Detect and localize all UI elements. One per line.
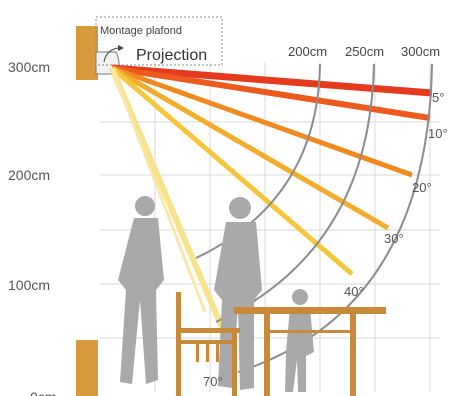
adult-silhouette-left [118, 196, 164, 384]
adult-silhouette-middle [214, 197, 262, 390]
distance-label-300: 300cm [401, 44, 440, 59]
projection-label: Projection [136, 47, 207, 64]
distance-axis: 200cm 250cm 300cm [288, 44, 440, 59]
chair [176, 292, 240, 396]
ray-5deg [111, 64, 433, 97]
angle-label-20: 20° [412, 180, 432, 195]
wall-top [76, 26, 98, 80]
child-silhouette [285, 289, 314, 392]
ray-10deg [111, 65, 431, 121]
mount-label: Montage plafond [100, 25, 182, 37]
angle-label-40: 40° [344, 284, 364, 299]
ray-70deg [109, 66, 237, 358]
ray-70deg-outer [110, 67, 207, 313]
heat-rays [109, 64, 433, 358]
ray-30deg [110, 65, 390, 231]
height-tick-100: 100cm [8, 277, 50, 293]
ray-40deg [110, 66, 354, 276]
height-axis: 300cm 200cm 100cm 0cm [8, 59, 56, 396]
angle-label-5: 5° [432, 90, 444, 105]
height-tick-0: 0cm [30, 389, 56, 396]
mount-label-box [95, 16, 223, 66]
projection-arrow-icon [103, 47, 119, 63]
angle-label-70: 70° [203, 374, 223, 389]
ray-20deg [111, 65, 413, 178]
distance-label-250: 250cm [345, 44, 384, 59]
projection-arrow-head-icon [118, 45, 124, 51]
height-tick-300: 300cm [8, 59, 50, 75]
angle-labels: 5° 10° 20° 30° 40° 70° [203, 90, 448, 389]
wall-bottom [76, 340, 98, 396]
height-tick-200: 200cm [8, 167, 50, 183]
table [234, 307, 386, 396]
arc-300cm [237, 63, 433, 373]
angle-label-10: 10° [428, 126, 448, 141]
distance-label-200: 200cm [288, 44, 327, 59]
angle-label-30: 30° [384, 231, 404, 246]
